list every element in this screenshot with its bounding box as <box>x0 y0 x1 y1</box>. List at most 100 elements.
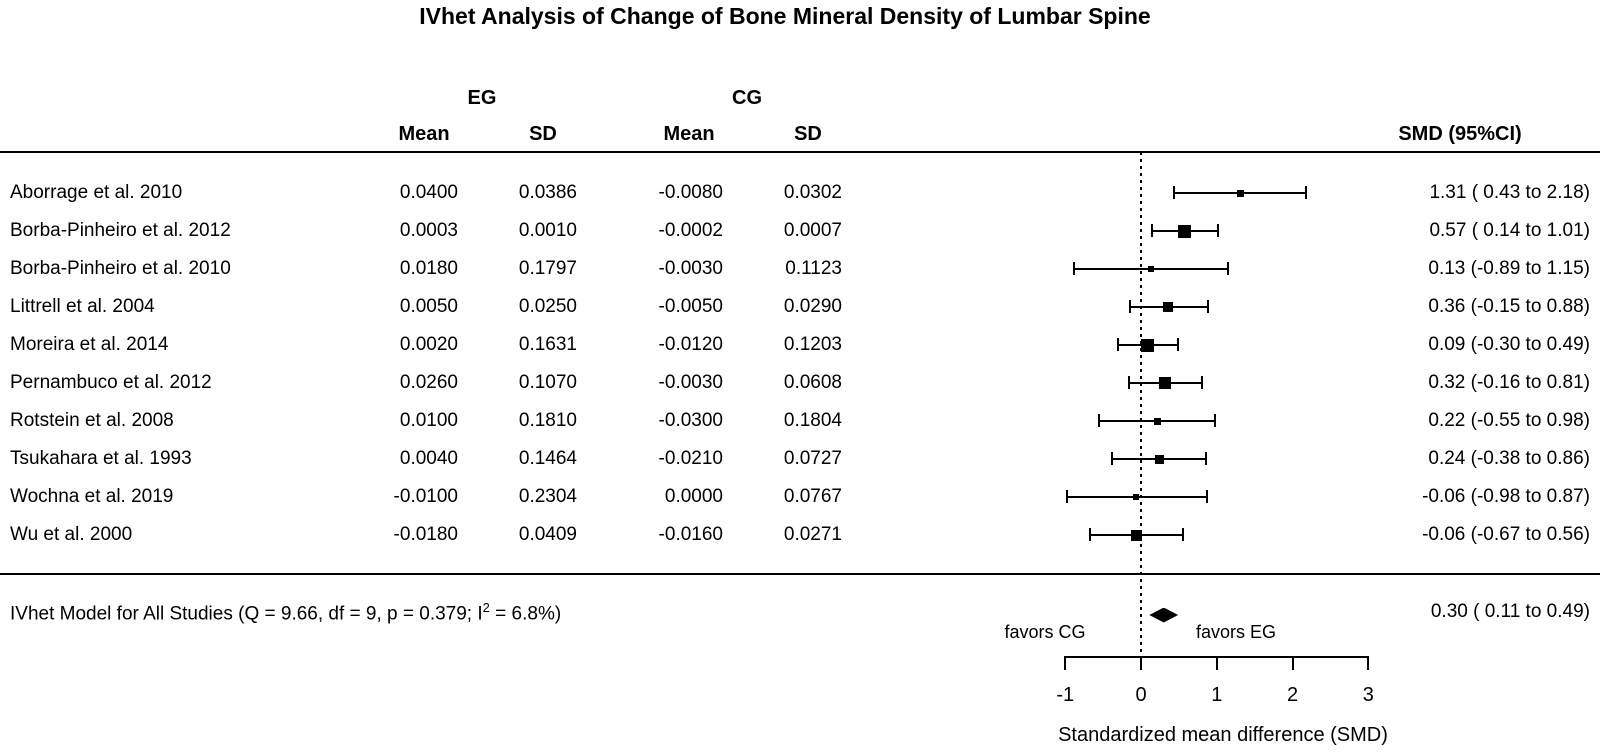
summary-divider-rule <box>0 573 1600 575</box>
ci-cap-right <box>1206 300 1209 313</box>
study-label: Tsukahara et al. 1993 <box>10 448 192 469</box>
study-value-cell: -0.0120 <box>658 334 723 355</box>
x-axis-tick-label: 0 <box>1135 684 1147 706</box>
study-smd-value: 0.13 (-0.89 to 1.15) <box>1428 258 1590 279</box>
study-value-cell: 0.0003 <box>399 220 458 241</box>
ci-cap-left <box>1072 262 1075 275</box>
study-value-cell: -0.0160 <box>658 524 723 545</box>
ci-cap-right <box>1205 490 1208 503</box>
ci-cap-left <box>1128 300 1131 313</box>
study-smd-value: 0.09 (-0.30 to 0.49) <box>1428 334 1590 355</box>
point-estimate-square <box>1154 454 1164 464</box>
study-value-cell: 0.0290 <box>783 296 842 317</box>
study-smd-value: 0.36 (-0.15 to 0.88) <box>1428 296 1590 317</box>
ci-cap-right <box>1182 528 1185 541</box>
study-value-cell: 0.0608 <box>783 372 842 393</box>
point-estimate-square <box>1236 189 1244 197</box>
ci-cap-right <box>1305 186 1308 199</box>
study-value-cell: 0.0386 <box>518 182 577 203</box>
x-axis-tick <box>1291 656 1294 670</box>
point-estimate-square <box>1154 417 1162 425</box>
study-value-cell: 0.0040 <box>399 448 458 469</box>
study-value-cell: 0.0250 <box>518 296 577 317</box>
eg-mean-header: Mean <box>398 123 450 145</box>
ci-cap-right <box>1201 376 1204 389</box>
study-label: Littrell et al. 2004 <box>10 296 155 317</box>
summary-smd-value: 0.30 ( 0.11 to 0.49) <box>1430 601 1590 622</box>
ci-cap-left <box>1065 490 1068 503</box>
study-label: Wochna et al. 2019 <box>10 486 174 507</box>
x-axis-tick-label: -1 <box>1056 684 1075 706</box>
study-smd-value: 0.24 (-0.38 to 0.86) <box>1428 448 1590 469</box>
study-label: Borba-Pinheiro et al. 2012 <box>10 220 231 241</box>
point-estimate-square <box>1177 224 1191 238</box>
study-value-cell: 0.0010 <box>518 220 577 241</box>
cg-sd-header: SD <box>794 123 822 145</box>
summary-label-suffix: = 6.8%) <box>489 603 562 625</box>
x-axis-tick-label: 1 <box>1211 684 1223 706</box>
ci-cap-right <box>1227 262 1230 275</box>
study-value-cell: 0.1123 <box>785 258 842 279</box>
study-value-cell: -0.0100 <box>393 486 458 507</box>
point-estimate-square <box>1133 494 1140 500</box>
point-estimate-square <box>1130 529 1142 541</box>
study-value-cell: 0.0050 <box>399 296 458 317</box>
study-smd-value: 0.22 (-0.55 to 0.98) <box>1428 410 1590 431</box>
x-axis-tick <box>1215 656 1218 670</box>
point-estimate-square <box>1159 377 1172 389</box>
x-axis-tick-label: 3 <box>1362 684 1374 706</box>
study-value-cell: 0.0000 <box>664 486 723 507</box>
x-axis-tick <box>1064 656 1067 670</box>
favors-cg-label: favors CG <box>1004 622 1086 642</box>
study-smd-value: -0.06 (-0.67 to 0.56) <box>1422 524 1590 545</box>
study-value-cell: 0.1464 <box>518 448 577 469</box>
point-estimate-square <box>1147 266 1154 272</box>
study-smd-value: 0.32 (-0.16 to 0.81) <box>1428 372 1590 393</box>
summary-diamond <box>1149 607 1179 623</box>
study-value-cell: 0.1797 <box>518 258 577 279</box>
study-label: Pernambuco et al. 2012 <box>10 372 212 393</box>
study-smd-value: 1.31 ( 0.43 to 2.18) <box>1429 182 1590 203</box>
ci-cap-left <box>1089 528 1092 541</box>
study-label: Borba-Pinheiro et al. 2010 <box>10 258 231 279</box>
study-value-cell: 0.1070 <box>518 372 577 393</box>
x-axis-tick <box>1367 656 1370 670</box>
ci-cap-left <box>1098 414 1101 427</box>
study-label: Moreira et al. 2014 <box>10 334 169 355</box>
study-value-cell: -0.0300 <box>658 410 723 431</box>
ci-cap-right <box>1216 224 1219 237</box>
study-smd-value: 0.57 ( 0.14 to 1.01) <box>1429 220 1590 241</box>
study-value-cell: 0.0260 <box>399 372 458 393</box>
ci-cap-right <box>1214 414 1217 427</box>
cg-group-header: CG <box>732 87 762 109</box>
study-label: Wu et al. 2000 <box>10 524 133 545</box>
study-value-cell: -0.0080 <box>658 182 723 203</box>
study-value-cell: 0.1631 <box>518 334 577 355</box>
cg-mean-header: Mean <box>663 123 715 145</box>
x-axis-tick-label: 2 <box>1286 684 1299 706</box>
study-value-cell: -0.0180 <box>393 524 458 545</box>
study-label: Aborrage et al. 2010 <box>10 182 183 203</box>
ci-cap-left <box>1172 186 1175 199</box>
x-axis-title: Standardized mean difference (SMD) <box>1058 724 1388 746</box>
study-value-cell: 0.0767 <box>783 486 842 507</box>
study-value-cell: 0.0409 <box>518 524 577 545</box>
study-value-cell: 0.0007 <box>783 220 842 241</box>
ci-cap-left <box>1150 224 1153 237</box>
smd-ci-header: SMD (95%CI) <box>1398 123 1522 145</box>
ci-cap-left <box>1111 452 1114 465</box>
study-value-cell: 0.0727 <box>783 448 842 469</box>
study-value-cell: 0.1804 <box>783 410 842 431</box>
summary-model-label: IVhet Model for All Studies (Q = 9.66, d… <box>10 595 561 627</box>
study-value-cell: 0.2304 <box>518 486 577 507</box>
study-value-cell: -0.0002 <box>658 220 723 241</box>
study-value-cell: 0.0100 <box>399 410 458 431</box>
study-value-cell: -0.0030 <box>658 372 723 393</box>
study-smd-value: -0.06 (-0.98 to 0.87) <box>1422 486 1590 507</box>
point-estimate-square <box>1141 338 1155 352</box>
study-value-cell: 0.0020 <box>399 334 458 355</box>
figure-title: IVhet Analysis of Change of Bone Mineral… <box>419 3 1151 29</box>
eg-group-header: EG <box>467 87 497 109</box>
